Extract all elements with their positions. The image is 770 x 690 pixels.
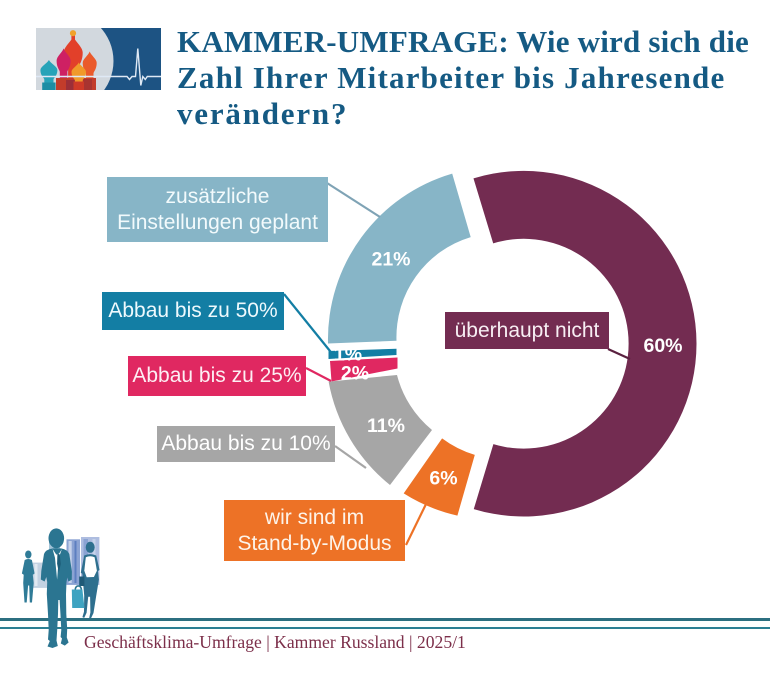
svg-text:2%: 2%	[341, 363, 369, 385]
svg-text:11%: 11%	[367, 415, 405, 437]
svg-text:1%: 1%	[334, 343, 362, 365]
svg-text:6%: 6%	[429, 468, 457, 490]
svg-text:60%: 60%	[643, 335, 682, 357]
svg-text:21%: 21%	[371, 249, 410, 271]
